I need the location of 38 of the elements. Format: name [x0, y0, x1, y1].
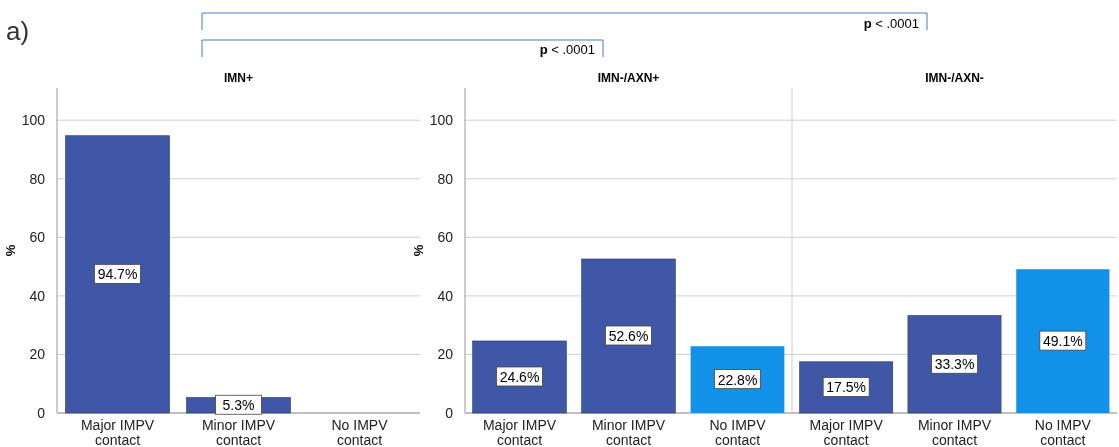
x-tick-label: No IMPV contact	[331, 417, 389, 447]
x-tick-label: Major IMPV contact	[809, 417, 884, 447]
x-tick-label: Minor IMPV contact	[201, 417, 276, 447]
x-tick-label: Minor IMPV contact	[591, 417, 666, 447]
chart-title: IMN-/AXN+	[597, 71, 660, 85]
y-tick-label: 40	[29, 287, 46, 304]
x-tick-label: Major IMPV contact	[482, 417, 557, 447]
data-label: 49.1%	[1042, 333, 1083, 350]
data-label: 17.5%	[826, 379, 867, 396]
y-axis-title: %	[3, 244, 18, 257]
y-tick-label: 80	[437, 170, 454, 187]
y-tick-label: 80	[29, 170, 46, 187]
x-tick-label: Major IMPV contact	[80, 417, 155, 447]
y-tick-label: 60	[29, 229, 46, 246]
y-tick-label: 0	[445, 405, 454, 421]
y-tick-label: 40	[437, 287, 454, 304]
y-tick-label: 20	[29, 346, 46, 363]
data-label: 33.3%	[934, 356, 975, 373]
text: p < .0001	[863, 16, 919, 31]
data-label: 22.8%	[717, 371, 758, 388]
chart-title: IMN+	[223, 71, 254, 85]
y-tick-label: 100	[21, 112, 46, 129]
text: p < .0001	[539, 42, 595, 57]
data-label: 94.7%	[97, 266, 138, 283]
y-tick-label: 0	[37, 405, 46, 421]
text: a)	[6, 16, 30, 46]
x-tick-label: No IMPV contact	[709, 417, 767, 447]
bar	[581, 258, 676, 414]
y-tick-label: 60	[437, 229, 454, 246]
chart-title: IMN-/AXN-	[925, 71, 984, 85]
data-label: 24.6%	[499, 368, 540, 385]
data-label: 52.6%	[608, 328, 649, 344]
y-tick-label: 100	[429, 112, 454, 129]
data-label: 5.3%	[222, 397, 255, 414]
y-axis-title: %	[411, 244, 426, 257]
x-tick-label: Minor IMPV contact	[917, 417, 992, 447]
y-tick-label: 20	[437, 346, 454, 363]
x-tick-label: No IMPV contact	[1034, 417, 1092, 447]
